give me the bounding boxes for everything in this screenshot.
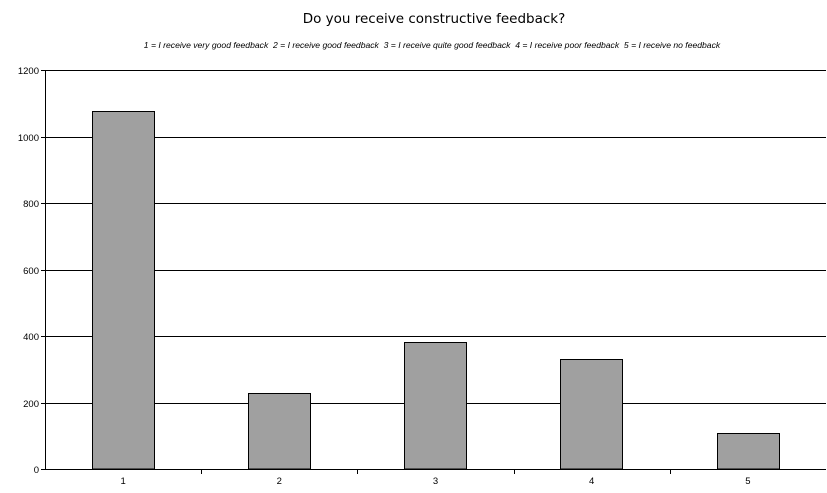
y-tick-label: 1200: [18, 66, 39, 77]
bar-3: [404, 342, 467, 470]
x-axis-ticks: 1 2 3 4 5: [120, 469, 751, 487]
axes: [45, 70, 826, 470]
bar-2: [248, 393, 311, 470]
x-tick-label: 3: [433, 476, 438, 487]
chart-title: Do you receive constructive feedback?: [303, 11, 566, 27]
chart-subtitle: 1 = I receive very good feedback 2 = I r…: [144, 40, 721, 50]
y-tick-label: 1000: [18, 133, 39, 144]
y-tick-label: 800: [23, 199, 39, 210]
y-tick-label: 200: [23, 399, 39, 410]
x-tick-label: 2: [277, 476, 282, 487]
gridlines: [45, 70, 826, 404]
bar-4: [560, 359, 623, 470]
x-tick-label: 4: [589, 476, 594, 487]
y-tick-label: 600: [23, 266, 39, 277]
y-axis-ticks: 0 200 400 600 800 1000 1200: [18, 66, 45, 476]
x-tick-label: 5: [745, 476, 750, 487]
y-tick-label: 0: [34, 465, 39, 476]
x-tick-label: 1: [120, 476, 125, 487]
bar-5: [717, 433, 780, 470]
bar-1: [92, 111, 155, 470]
y-tick-label: 400: [23, 332, 39, 343]
bars: [92, 111, 780, 470]
